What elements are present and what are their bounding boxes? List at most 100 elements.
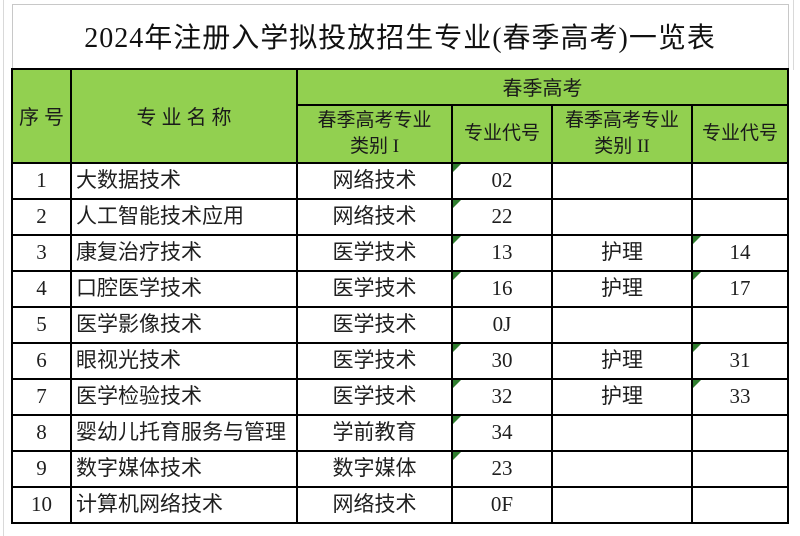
major-code-1-cell-text: 30 (491, 347, 513, 372)
table-row: 3 康复治疗技术 医学技术 13 护理 14 (11, 233, 790, 272)
category-1-cell: 医学技术 (296, 269, 453, 308)
major-code-1-cell: 02 (451, 161, 553, 200)
category-1-cell: 医学技术 (296, 377, 453, 416)
category-2-cell-text: 护理 (601, 347, 643, 372)
major-code-2-cell: 33 (690, 377, 790, 416)
category-1-cell-text: 医学技术 (332, 347, 417, 372)
category-2-cell: 护理 (551, 233, 693, 272)
major-name-cell-text: 口腔医学技术 (76, 275, 202, 300)
row-index-cell-text: 5 (36, 311, 47, 336)
category-2-cell-text: 护理 (601, 239, 643, 264)
table-row: 1 大数据技术 网络技术 02 (11, 161, 790, 200)
major-code-1-cell: 22 (451, 197, 553, 236)
category-1-cell: 学前教育 (296, 413, 453, 452)
table-row: 9 数字媒体技术 数字媒体 23 (11, 449, 790, 488)
major-code-1-cell: 0F (451, 485, 553, 524)
row-index-cell: 3 (11, 233, 72, 272)
stored-as-text-flag-icon (694, 236, 701, 244)
major-name-cell: 计算机网络技术 (70, 485, 298, 524)
category-1-cell: 医学技术 (296, 341, 453, 380)
category-1-cell-text: 数字媒体 (332, 455, 417, 480)
major-name-cell-text: 医学检验技术 (76, 383, 202, 408)
stored-as-text-flag-icon (454, 164, 461, 172)
category-2-cell (551, 197, 693, 236)
row-index-cell: 9 (11, 449, 72, 488)
category-2-cell (551, 485, 693, 524)
major-name-cell-text: 婴幼儿托育服务与管理 (76, 419, 286, 444)
stored-as-text-flag-icon (454, 416, 461, 424)
col-header-category-1-line2: 类别 I (349, 135, 400, 157)
row-index-cell-text: 7 (36, 383, 47, 408)
stored-as-text-flag-icon (694, 344, 701, 352)
major-name-cell: 大数据技术 (70, 161, 298, 200)
major-code-2-cell-text: 31 (729, 347, 751, 372)
major-code-2-cell (690, 305, 790, 344)
category-2-cell (551, 449, 693, 488)
category-1-cell: 网络技术 (296, 161, 453, 200)
category-2-cell: 护理 (551, 341, 693, 380)
major-name-cell: 医学检验技术 (70, 377, 298, 416)
table-row: 2 人工智能技术应用 网络技术 22 (11, 197, 790, 236)
major-code-1-cell-text: 02 (491, 167, 513, 192)
category-1-cell: 医学技术 (296, 233, 453, 272)
stored-as-text-flag-icon (454, 200, 461, 208)
major-name-cell: 康复治疗技术 (70, 233, 298, 272)
stored-as-text-flag-icon (694, 380, 701, 388)
category-1-cell-text: 网络技术 (332, 167, 417, 192)
major-code-1-cell: 13 (451, 233, 553, 272)
category-2-cell-text: 护理 (601, 275, 643, 300)
col-header-index: 序号 (11, 67, 72, 164)
category-2-cell-text: 护理 (601, 383, 643, 408)
major-code-1-cell: 30 (451, 341, 553, 380)
row-index-cell: 6 (11, 341, 72, 380)
major-name-cell: 数字媒体技术 (70, 449, 298, 488)
major-code-1-cell: 23 (451, 449, 553, 488)
major-code-2-cell (690, 197, 790, 236)
row-index-cell-text: 10 (31, 491, 52, 516)
major-code-2-cell (690, 161, 790, 200)
sheet-gridline-right (793, 0, 794, 70)
row-index-cell-text: 9 (36, 455, 47, 480)
admissions-table: 2024年注册入学拟投放招生专业(春季高考)一览表 序号 专业名称 春季高考 春… (11, 4, 790, 524)
category-2-cell: 护理 (551, 269, 693, 308)
major-code-2-cell-text: 33 (729, 383, 751, 408)
sheet-gridline-left (3, 0, 4, 536)
major-code-1-cell-text: 23 (491, 455, 513, 480)
major-code-1-cell: 16 (451, 269, 553, 308)
row-index-cell: 7 (11, 377, 72, 416)
category-2-cell (551, 161, 693, 200)
major-code-2-cell: 14 (690, 233, 790, 272)
major-name-cell-text: 数字媒体技术 (76, 455, 202, 480)
row-index-cell-text: 4 (36, 275, 47, 300)
row-index-cell-text: 6 (36, 347, 47, 372)
stored-as-text-flag-icon (454, 236, 461, 244)
row-index-cell-text: 2 (36, 203, 47, 228)
category-1-cell-text: 医学技术 (332, 239, 417, 264)
category-2-cell (551, 413, 693, 452)
header-row-sub: 春季高考专业 类别 I 专业代号 春季高考专业 类别 II 专业代号 (12, 103, 790, 164)
major-code-2-cell (690, 485, 790, 524)
col-header-major-name: 专业名称 (70, 67, 298, 164)
major-code-1-cell: 34 (451, 413, 553, 452)
stored-as-text-flag-icon (454, 272, 461, 280)
major-code-1-cell-text: 13 (491, 239, 513, 264)
table-row: 8 婴幼儿托育服务与管理 学前教育 34 (11, 413, 790, 452)
category-1-cell-text: 网络技术 (332, 203, 417, 228)
col-header-category-2: 春季高考专业 类别 II (551, 103, 693, 164)
row-index-cell: 4 (11, 269, 72, 308)
row-index-cell: 2 (11, 197, 72, 236)
major-code-2-cell (690, 449, 790, 488)
category-2-cell: 护理 (551, 377, 693, 416)
major-code-1-cell-text: 16 (491, 275, 513, 300)
table-row: 5 医学影像技术 医学技术 0J (11, 305, 790, 344)
header-row-top: 序号 专业名称 春季高考 (11, 67, 790, 164)
major-name-cell-text: 康复治疗技术 (76, 239, 202, 264)
major-name-cell: 婴幼儿托育服务与管理 (70, 413, 298, 452)
stored-as-text-flag-icon (454, 380, 461, 388)
major-code-2-cell: 31 (690, 341, 790, 380)
major-code-2-cell (690, 413, 790, 452)
major-code-2-cell: 17 (690, 269, 790, 308)
category-1-cell-text: 学前教育 (332, 419, 417, 444)
major-code-1-cell-text: 0F (490, 491, 514, 516)
major-name-cell: 医学影像技术 (70, 305, 298, 344)
